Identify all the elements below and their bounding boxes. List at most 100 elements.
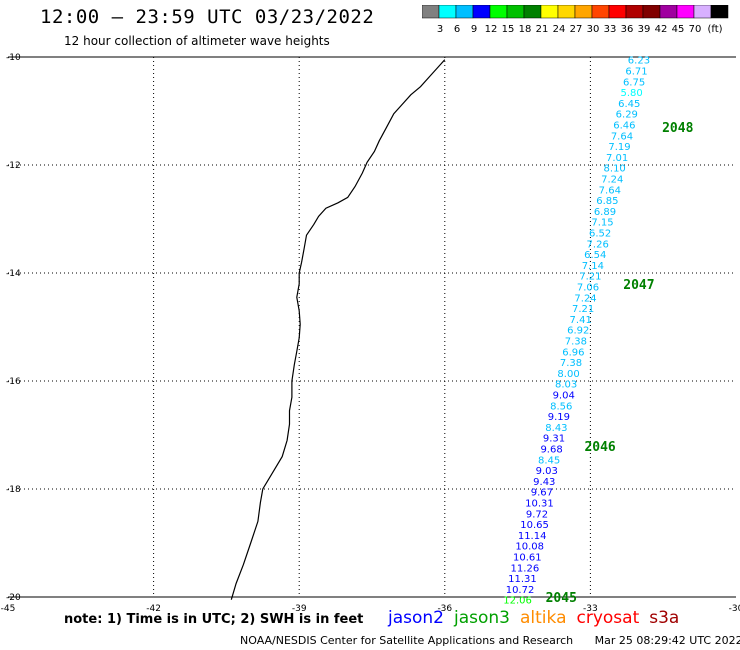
lat-tick-label: -10 (6, 53, 21, 63)
wave-height-label: 6.71 (625, 67, 647, 78)
wave-height-label: 11.31 (508, 574, 537, 585)
page-subtitle: 12 hour collection of altimeter wave hei… (64, 34, 330, 48)
wave-height-label: 7.38 (560, 358, 582, 369)
wave-height-label: 10.08 (515, 542, 544, 553)
coastline (230, 59, 446, 600)
lat-tick-label: -14 (6, 269, 21, 279)
satellite-altika: altika (520, 608, 567, 628)
colorbar-tick-label: 36 (621, 24, 634, 35)
wave-height-label: 7.21 (572, 304, 594, 315)
lat-tick-label: -18 (6, 485, 21, 495)
wave-height-label: 10.61 (513, 553, 542, 564)
wave-height-label: 8.00 (557, 369, 579, 380)
wave-height-label: 6.85 (596, 196, 618, 207)
wave-height-label: 7.21 (579, 272, 601, 283)
colorbar-tick-label: 18 (519, 24, 532, 35)
satellite-jason3: jason3 (454, 608, 510, 628)
colorbar-tick-label: 30 (587, 24, 600, 35)
wave-height-label: 6.52 (589, 229, 611, 240)
colorbar-tick-label: 33 (604, 24, 617, 35)
wave-height-label: 10.31 (525, 499, 554, 510)
wave-height-label: 6.46 (613, 121, 635, 132)
wave-height-label: 8.10 (604, 164, 626, 175)
colorbar-legend: 3 6 9 12 15 18 21 24 27 30 33 36 39 42 45 70 (ft) (422, 5, 729, 35)
lon-tick-label: -42 (146, 604, 161, 614)
colorbar-tick-label: 70 (689, 24, 702, 35)
lat-tick-label: -20 (6, 593, 21, 603)
satellite-cryosat: cryosat (576, 608, 640, 628)
pass-time-label: 2048 (662, 121, 693, 136)
wave-height-label: 9.31 (543, 434, 565, 445)
wave-height-label: 12.06 (503, 596, 532, 607)
wave-height-label: 7.38 (565, 337, 587, 348)
wave-height-label: 6.23 (628, 56, 650, 67)
wave-height-label: 6.75 (623, 77, 645, 88)
credit-line: NOAA/NESDIS Center for Satellite Applica… (240, 634, 740, 647)
wave-height-label: 7.64 (611, 131, 633, 142)
page-title: 12:00 — 23:59 UTC 03/23/2022 (40, 6, 375, 28)
wave-height-label: 8.56 (550, 401, 572, 412)
colorbar-tick-label: 24 (553, 24, 566, 35)
wave-height-label: 6.92 (567, 326, 589, 337)
colorbar-tick-label: 21 (536, 24, 549, 35)
wave-height-label: 7.24 (601, 175, 623, 186)
wave-height-label: 7.01 (606, 153, 628, 164)
wave-height-label: 9.72 (526, 509, 548, 520)
colorbar-tick-label: 42 (655, 24, 668, 35)
pass-time-label: 2047 (623, 278, 654, 293)
colorbar-tick-label: 12 (485, 24, 498, 35)
wave-height-label: 11.26 (511, 563, 540, 574)
wave-height-label: 7.14 (582, 261, 604, 272)
footer-note: note: 1) Time is in UTC; 2) SWH is in fe… (64, 612, 364, 627)
wave-height-label: 9.67 (531, 488, 553, 499)
wave-height-label: 7.24 (574, 293, 596, 304)
colorbar-tick-label: 9 (471, 24, 477, 35)
colorbar-tick-label: 6 (454, 24, 460, 35)
lon-tick-label: -39 (292, 604, 307, 614)
colorbar-swatch (710, 5, 729, 19)
wave-height-label: 6.54 (584, 250, 606, 261)
wave-height-label: 6.89 (594, 207, 616, 218)
lon-tick-label: -36 (437, 604, 452, 614)
wave-height-label: 6.96 (562, 347, 584, 358)
lat-tick-label: -16 (6, 377, 21, 387)
colorbar-tick-label: 39 (638, 24, 651, 35)
lat-tick-label: -12 (6, 161, 21, 171)
wave-height-label: 9.03 (536, 466, 558, 477)
wave-height-label: 8.43 (545, 423, 567, 434)
wave-height-label: 10.72 (506, 585, 535, 596)
credit-text: NOAA/NESDIS Center for Satellite Applica… (240, 634, 574, 647)
colorbar-unit: (ft) (707, 24, 722, 35)
wave-height-label: 11.14 (518, 531, 547, 542)
wave-height-label: 10.65 (520, 520, 549, 531)
wave-height-label: 6.45 (618, 99, 640, 110)
wave-height-label: 8.45 (538, 455, 560, 466)
lon-tick-label: -45 (1, 604, 16, 614)
wave-height-label: 6.29 (616, 110, 638, 121)
wave-height-label: 8.03 (555, 380, 577, 391)
colorbar-tick-label: 3 (437, 24, 443, 35)
wave-height-label: 7.26 (587, 239, 609, 250)
colorbar-tick-label: 27 (570, 24, 583, 35)
satellite-s3a: s3a (649, 608, 680, 628)
wave-height-label: 5.80 (621, 88, 643, 99)
satellite-legend: jason2 jason3 altika cryosat s3a (388, 608, 689, 628)
timestamp: Mar 25 08:29:42 UTC 2022 (594, 634, 740, 647)
wave-height-label: 9.04 (553, 391, 575, 402)
pass-time-label: 2045 (546, 591, 577, 606)
wave-height-label: 9.19 (548, 412, 570, 423)
lon-tick-label: -30 (729, 604, 740, 614)
lon-tick-label: -33 (583, 604, 598, 614)
wave-height-label: 7.06 (577, 283, 599, 294)
pass-time-label: 2046 (584, 440, 615, 455)
wave-height-label: 7.15 (591, 218, 613, 229)
wave-height-label: 9.43 (533, 477, 555, 488)
wave-height-label: 9.68 (540, 445, 562, 456)
wave-height-label: 7.19 (608, 142, 630, 153)
wave-height-label: 7.64 (599, 185, 621, 196)
colorbar-tick-label: 45 (672, 24, 685, 35)
colorbar-tick-label: 15 (502, 24, 515, 35)
wave-height-label: 7.41 (570, 315, 592, 326)
satellite-jason2: jason2 (388, 608, 444, 628)
